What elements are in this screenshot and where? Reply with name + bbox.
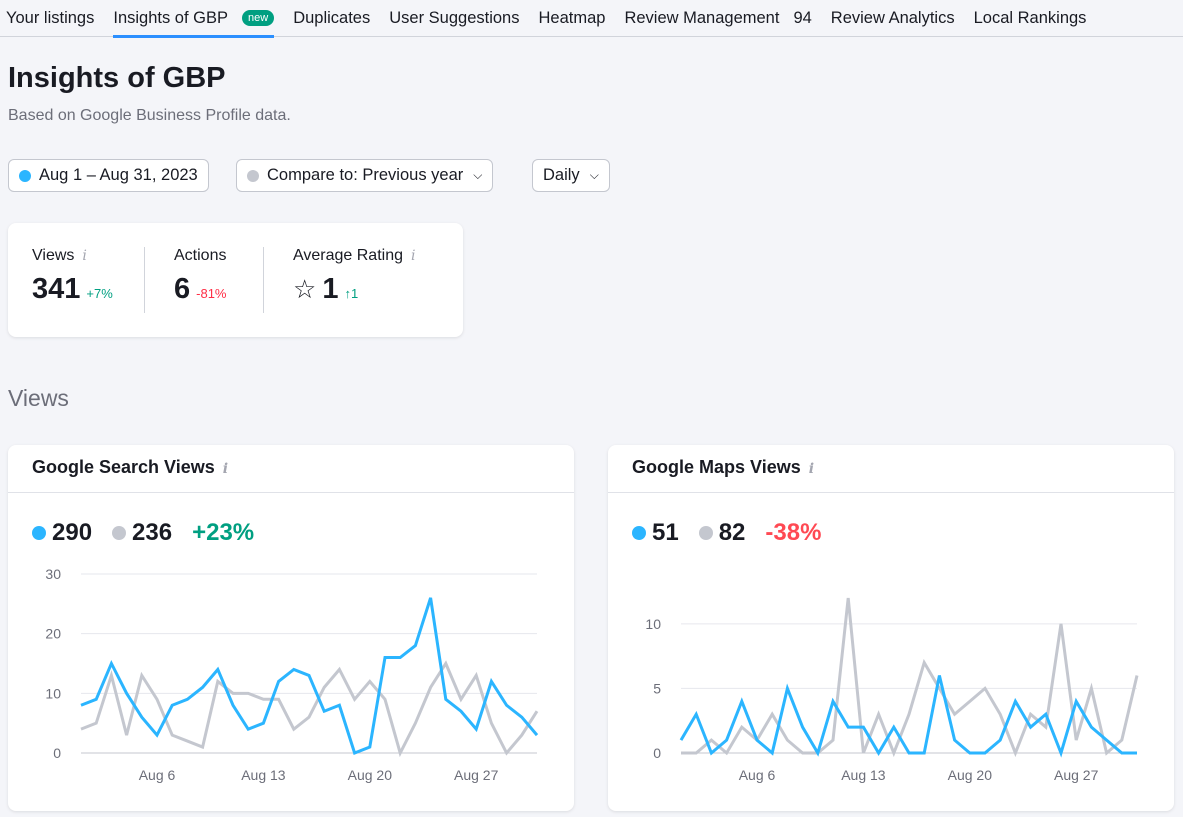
card-title: Google Search Views	[32, 457, 215, 477]
y-tick-label: 10	[645, 616, 661, 632]
tab-label: Your listings	[6, 8, 95, 27]
star-icon: ☆	[293, 274, 317, 304]
previous-dot	[698, 526, 713, 540]
x-tick-label: Aug 13	[841, 767, 886, 783]
info-icon[interactable]: i	[808, 461, 815, 477]
compare-dropdown[interactable]: Compare to: Previous year ⌵	[236, 159, 494, 192]
tab-duplicates[interactable]: Duplicates	[293, 0, 370, 37]
info-icon[interactable]: i	[411, 248, 416, 264]
kpi-actions: Actions 6 -81%	[174, 247, 227, 306]
divider	[263, 247, 264, 313]
previous-total: 82	[718, 519, 746, 546]
x-tick-label: Aug 20	[348, 767, 393, 783]
kpi-value: 341	[32, 273, 81, 305]
change-percent: +23%	[192, 519, 255, 546]
granularity-label: Daily	[543, 166, 580, 184]
chevron-down-icon: ⌵	[589, 168, 599, 182]
tab-label: Review Management	[624, 8, 780, 27]
card-title: Google Maps Views	[632, 457, 801, 477]
y-tick-label: 30	[45, 566, 61, 582]
review-count: 94	[793, 8, 812, 27]
x-tick-label: Aug 6	[739, 767, 776, 783]
google-maps-views-card: 0 5 10 Aug 6 Aug 13 Aug 20 Aug 27 Google Maps …	[608, 445, 1174, 811]
tab-label: Local Rankings	[973, 8, 1087, 27]
y-tick-label: 0	[653, 745, 661, 761]
page-subtitle: Based on Google Business Profile data.	[8, 107, 291, 124]
change-percent: -38%	[765, 519, 822, 546]
new-badge: new	[242, 10, 275, 26]
tab-local-rankings[interactable]: Local Rankings	[974, 0, 1087, 37]
maps-views-chart: 0 5 10 Aug 6 Aug 13 Aug 20 Aug 27	[645, 597, 1139, 783]
kpi-value: 6	[174, 273, 191, 305]
kpi-delta: +7%	[86, 286, 113, 301]
current-dot	[32, 526, 46, 540]
chart-legend: 51 82 -38%	[632, 519, 821, 547]
kpi-views: Views i 341 +7%	[32, 247, 113, 306]
tab-label: Review Analytics	[830, 8, 955, 27]
current-period-dot	[19, 169, 31, 182]
kpi-delta: -81%	[196, 286, 227, 301]
kpi-value: 1	[322, 273, 339, 305]
previous-period-dot	[247, 169, 259, 182]
tab-review-analytics[interactable]: Review Analytics	[831, 0, 955, 37]
tab-label: Duplicates	[293, 8, 371, 27]
tab-insights-of-gbp[interactable]: Insights of GBP new	[113, 0, 275, 38]
kpi-label: Actions	[174, 247, 227, 264]
y-tick-label: 10	[45, 685, 61, 701]
date-range-label: Aug 1 – Aug 31, 2023	[39, 166, 198, 184]
info-icon[interactable]: i	[222, 461, 229, 477]
tab-bar: Your listings Insights of GBP new Duplica…	[0, 0, 1183, 38]
kpi-average-rating: Average Rating i ☆ 1 ↑1	[293, 247, 415, 306]
x-tick-label: Aug 20	[948, 767, 993, 783]
x-tick-label: Aug 13	[241, 767, 286, 783]
y-tick-label: 20	[45, 626, 61, 642]
kpi-delta: ↑1	[344, 286, 359, 301]
y-tick-label: 5	[653, 680, 661, 696]
kpi-card: Views i 341 +7% Actions 6 -81% Average Rati…	[8, 223, 463, 337]
tab-label: User Suggestions	[389, 8, 520, 27]
x-tick-label: Aug 27	[454, 767, 499, 783]
divider	[144, 247, 145, 313]
kpi-label: Views	[32, 247, 75, 264]
google-search-views-card: 0 10 20 30 Aug 6 Aug 13 Aug 20 Aug 27 Google Se…	[8, 445, 574, 811]
tab-label: Heatmap	[538, 8, 606, 27]
current-dot	[632, 526, 646, 540]
compare-label: Compare to: Previous year	[267, 166, 464, 184]
tab-heatmap[interactable]: Heatmap	[538, 0, 605, 37]
current-series-line	[679, 675, 1137, 758]
tab-user-suggestions[interactable]: User Suggestions	[389, 0, 519, 37]
y-tick-label: 0	[53, 745, 61, 761]
search-views-chart: 0 10 20 30 Aug 6 Aug 13 Aug 20 Aug 27	[45, 566, 539, 783]
previous-total: 236	[132, 519, 173, 546]
current-series-line	[80, 597, 539, 755]
info-icon[interactable]: i	[82, 248, 87, 264]
current-total: 51	[652, 519, 679, 546]
kpi-label: Average Rating	[293, 247, 403, 264]
chart-legend: 290 236 +23%	[32, 519, 254, 547]
previous-series-line	[80, 660, 539, 758]
section-title: Views	[8, 385, 69, 411]
tab-review-management[interactable]: Review Management 94	[624, 0, 811, 37]
x-tick-label: Aug 6	[139, 767, 176, 783]
chevron-down-icon: ⌵	[473, 168, 483, 182]
granularity-dropdown[interactable]: Daily ⌵	[532, 159, 610, 192]
tab-label: Insights of GBP	[113, 8, 228, 27]
x-tick-label: Aug 27	[1054, 767, 1099, 783]
current-total: 290	[52, 519, 93, 546]
date-range-picker[interactable]: Aug 1 – Aug 31, 2023	[8, 159, 209, 192]
tab-your-listings[interactable]: Your listings	[6, 0, 94, 37]
previous-dot	[112, 526, 127, 540]
page-title: Insights of GBP	[8, 62, 226, 94]
